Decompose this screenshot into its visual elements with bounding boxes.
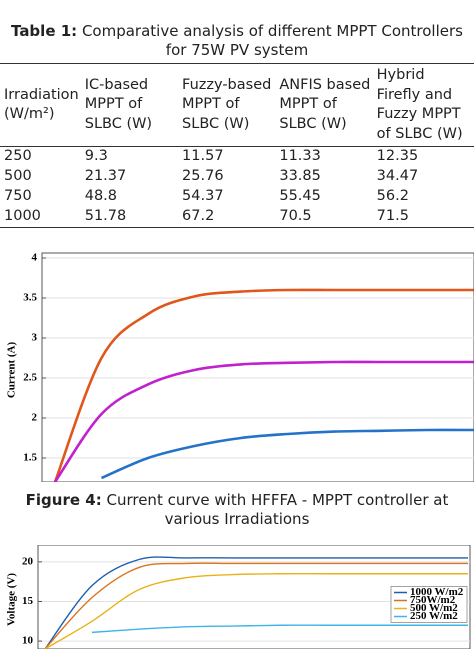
series-line: [100, 428, 474, 480]
plot-area: [41, 252, 474, 482]
table-cell: 71.5: [376, 208, 409, 225]
table-cell: 55.45: [279, 188, 321, 205]
y-tick-label: 15: [22, 595, 34, 607]
legend-label: 1000 W/m2: [410, 586, 464, 598]
y-tick-label: 20: [22, 555, 34, 567]
caption-label: Table 1:: [11, 22, 78, 40]
table-cell: 25.76: [182, 168, 224, 185]
table-cell: 250: [4, 148, 32, 165]
table-row: 250 9.3 11.57 11.33 12.35: [0, 147, 474, 168]
y-axis-label: Current (A): [6, 342, 18, 399]
table-cell: 500: [4, 168, 32, 185]
legend-label: 250 W/m2: [410, 610, 458, 622]
table-row: 500 21.37 25.76 33.85 34.47: [0, 167, 474, 187]
y-tick-label: 2.5: [23, 372, 37, 384]
table-cell: 48.8: [84, 188, 118, 205]
table-caption: Table 1: Comparative analysis of differe…: [0, 22, 474, 60]
legend-label: 500 W/m2: [410, 602, 458, 614]
table-cell: 750: [4, 188, 32, 205]
series-line: [91, 624, 468, 634]
caption-label: Figure 4:: [25, 491, 102, 509]
series-line: [53, 360, 474, 482]
figure-caption: Figure 4: Current curve with HFFFA - MPP…: [0, 491, 474, 529]
header-cell: Fuzzy-based MPPT of SLBC (W): [182, 76, 272, 132]
y-tick-label: 1.5: [23, 452, 37, 464]
header-cell: IC-based MPPT of SLBC (W): [84, 76, 153, 132]
header-row: Irradiation (W/m²) IC-based MPPT of SLBC …: [0, 63, 474, 147]
header-cell: Hybrid Firefly and Fuzzy MPPT of SLBC (W…: [376, 67, 463, 142]
table-cell: 1000: [4, 208, 41, 225]
table-cell: 56.2: [376, 188, 409, 205]
header-cell: ANFIS based MPPT of SLBC (W): [279, 76, 371, 132]
table-cell: 9.3: [84, 148, 108, 165]
series-line: [44, 556, 468, 649]
table-cell: 70.5: [279, 208, 312, 225]
header-cell: Irradiation (W/m²): [4, 86, 79, 123]
table-cell: 11.57: [182, 148, 224, 165]
series-line: [44, 573, 468, 649]
y-tick-label: 3: [32, 332, 38, 344]
table-row: 1000 51.78 67.2 70.5 71.5: [0, 207, 474, 228]
table-cell: 12.35: [376, 148, 419, 165]
chart: 1.5 2 2.5 3 3.5 4 Current (A): [6, 252, 474, 482]
y-axis-label: Voltage (V): [6, 573, 18, 626]
caption-text: Current curve with HFFFA - MPPT controll…: [106, 491, 449, 528]
table-cell: 34.47: [376, 168, 419, 185]
y-tick-label: 3.5: [23, 292, 37, 304]
series-line: [44, 562, 468, 649]
series-line: [53, 288, 474, 482]
legend-label: 750W/m2: [410, 594, 456, 606]
table-cell: 67.2: [182, 208, 215, 225]
caption-text: Comparative analysis of different MPPT C…: [81, 22, 463, 59]
table-row: 750 48.8 54.37 55.45 56.2: [0, 187, 474, 207]
y-tick-label: 4: [32, 252, 38, 264]
table-body: 250 9.3 11.57 11.33 12.35 500 21.37 25.76 33.85 3…: [0, 147, 474, 228]
table: Irradiation (W/m²) IC-based MPPT of SLBC …: [0, 63, 474, 228]
y-tick-label: 10: [22, 635, 34, 647]
y-tick-label: 2: [32, 412, 38, 424]
table-cell: 51.78: [84, 208, 127, 225]
table-cell: 54.37: [182, 188, 224, 205]
table-cell: 33.85: [279, 168, 321, 185]
table-cell: 11.33: [279, 148, 321, 165]
table-cell: 21.37: [84, 168, 127, 185]
